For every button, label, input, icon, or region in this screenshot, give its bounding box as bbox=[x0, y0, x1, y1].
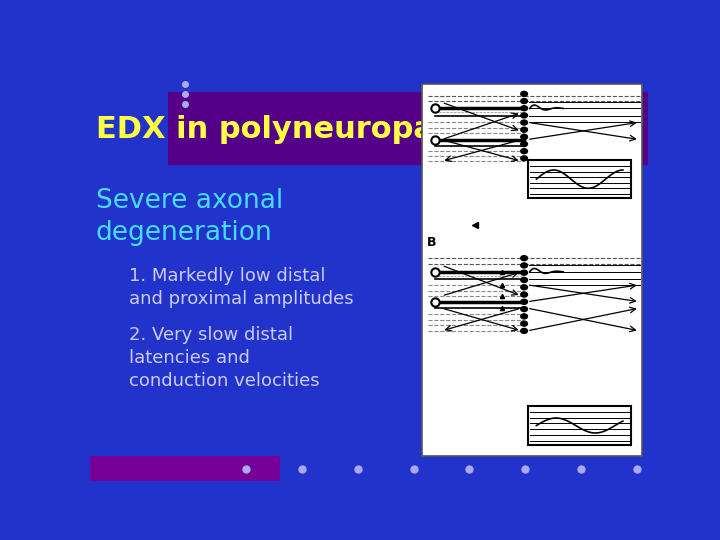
Circle shape bbox=[521, 328, 528, 333]
FancyBboxPatch shape bbox=[168, 92, 648, 165]
Circle shape bbox=[521, 307, 528, 312]
Circle shape bbox=[521, 156, 528, 161]
Circle shape bbox=[521, 278, 528, 282]
Text: 1. Markedly low distal
and proximal amplitudes: 1. Markedly low distal and proximal ampl… bbox=[129, 267, 354, 308]
FancyBboxPatch shape bbox=[422, 84, 642, 456]
FancyBboxPatch shape bbox=[90, 456, 280, 481]
Circle shape bbox=[521, 99, 528, 104]
Circle shape bbox=[521, 113, 528, 118]
Circle shape bbox=[521, 91, 528, 97]
FancyBboxPatch shape bbox=[528, 160, 631, 198]
Circle shape bbox=[521, 285, 528, 290]
Circle shape bbox=[521, 120, 528, 125]
Circle shape bbox=[521, 148, 528, 154]
Circle shape bbox=[521, 270, 528, 275]
Circle shape bbox=[521, 106, 528, 111]
Text: B: B bbox=[426, 235, 436, 249]
Circle shape bbox=[521, 134, 528, 139]
Circle shape bbox=[521, 263, 528, 268]
Text: 2. Very slow distal
latencies and
conduction velocities: 2. Very slow distal latencies and conduc… bbox=[129, 326, 320, 390]
FancyBboxPatch shape bbox=[528, 406, 631, 446]
Text: Severe axonal
degeneration: Severe axonal degeneration bbox=[96, 187, 283, 246]
Circle shape bbox=[521, 292, 528, 297]
Text: EDX in polyneuropathy: EDX in polyneuropathy bbox=[96, 114, 490, 144]
Circle shape bbox=[521, 141, 528, 146]
Circle shape bbox=[521, 255, 528, 261]
Circle shape bbox=[521, 127, 528, 132]
Circle shape bbox=[521, 314, 528, 319]
Circle shape bbox=[521, 299, 528, 305]
Circle shape bbox=[521, 321, 528, 326]
